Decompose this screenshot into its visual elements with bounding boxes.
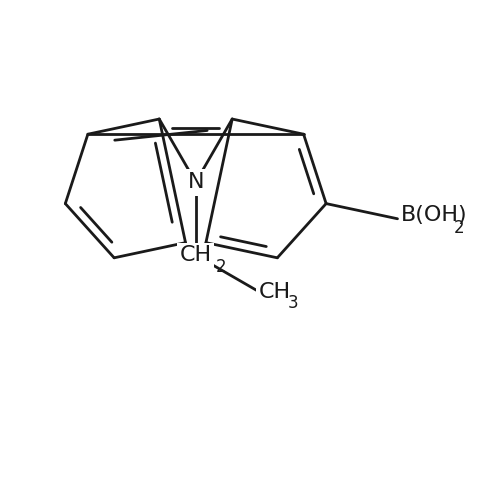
Text: 2: 2 [216, 258, 226, 276]
Text: B(OH): B(OH) [401, 205, 468, 225]
Text: CH: CH [259, 282, 291, 302]
Text: 2: 2 [454, 219, 464, 237]
Text: 3: 3 [288, 294, 299, 312]
Text: CH: CH [180, 245, 212, 265]
Text: N: N [187, 172, 204, 192]
